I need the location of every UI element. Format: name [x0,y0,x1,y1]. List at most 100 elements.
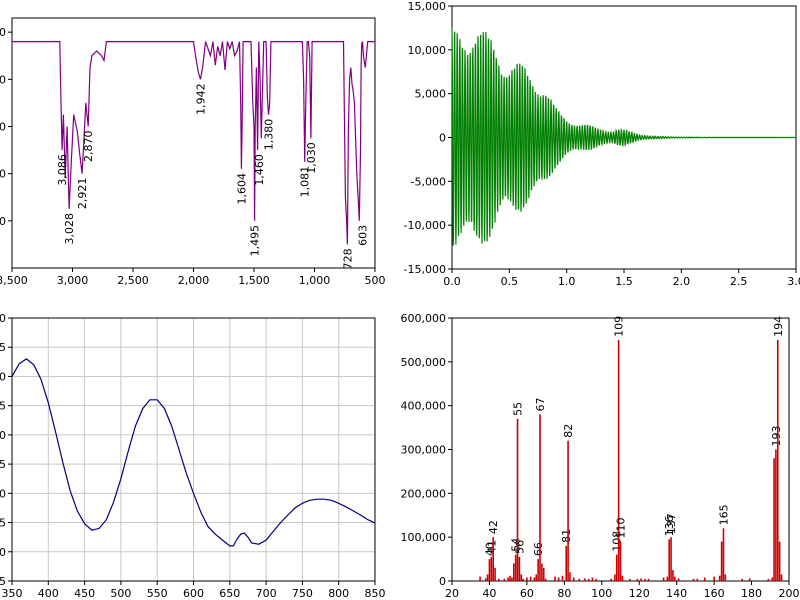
y-tick-label: .55 [0,458,6,471]
mass-spectrum-chart: 20 40 60 80 100 120 140 160 180 200 0 100,000 200,00… [401,312,800,600]
x-tick-label: 3,000 [57,274,89,287]
y-tick-label: .75 [0,341,6,354]
x-tick-label: 700 [256,587,277,600]
peak-label: 1,604 [235,173,248,205]
x-tick-label: 2.5 [730,275,748,288]
mass-peak-label: 82 [562,424,575,438]
x-tick-label: 850 [365,587,386,600]
y-tick-label: .60 [0,429,6,442]
mass-peak-label: 55 [512,402,525,416]
peak-label: 1,380 [263,119,276,151]
mass-peak-label: 194 [772,316,785,337]
y-tick-label: -15,000 [404,263,446,276]
x-tick-label: 650 [219,587,240,600]
x-tick-label: 500 [365,274,386,287]
x-tick-label: 2.0 [673,275,691,288]
y-tick-label: 60 [0,120,6,133]
x-tick-label: 180 [741,587,762,600]
y-tick-label: 10,000 [408,44,447,57]
peak-label: 1,460 [253,154,266,186]
x-tick-label: 750 [292,587,313,600]
absorbance-line [11,358,376,547]
mass-peak-label: 110 [615,518,628,539]
x-tick-label: 1,500 [238,274,270,287]
y-tick-label: 600,000 [401,312,447,325]
x-tick-label: 120 [629,587,650,600]
y-tick-label: 500,000 [401,356,447,369]
y-tick-label: .65 [0,400,6,413]
peak-label: 3,028 [63,213,76,245]
y-tick-label: .50 [0,487,6,500]
x-tick-label: 200 [779,587,800,600]
x-tick-label: 100 [591,587,612,600]
x-tick-label: 1.5 [615,275,633,288]
mass-peak-label: 66 [532,542,545,556]
x-tick-label: 600 [183,587,204,600]
y-tick-label: -5,000 [411,175,446,188]
fid-signal-line [451,27,796,246]
mass-peak-label: 137 [665,513,678,534]
x-tick-label: 1.0 [558,275,576,288]
y-tick-label: 15,000 [408,0,447,13]
x-tick-label: 3.0 [787,275,800,288]
peak-label: 1,942 [195,83,208,115]
x-tick-label: 60 [520,587,534,600]
x-tick-label: 1,000 [299,274,331,287]
x-tick-label: 350 [2,587,23,600]
y-tick-label: 80 [0,73,6,86]
peak-label: 3,086 [56,154,69,186]
fid-chart: 0.0 0.5 1.0 1.5 2.0 2.5 3.0 -15,000 -10,000 -5,00… [404,0,800,288]
x-tick-label: 160 [704,587,725,600]
y-tick-label: 100 [0,26,6,39]
uv-vis-chart: 350 400 450 500 550 600 650 700 750 800 850 .35 .40.… [0,312,386,600]
x-tick-label: 40 [482,587,496,600]
mass-peak-label: 81 [560,529,573,543]
x-tick-label: 140 [666,587,687,600]
y-tick-label: 20 [0,215,6,228]
y-tick-label: 40 [0,168,6,181]
mass-peak-label: 41 [485,540,498,554]
x-tick-label: 80 [557,587,571,600]
peak-label: 1,030 [305,142,318,174]
x-tick-label: 2,000 [178,274,210,287]
x-tick-label: 450 [74,587,95,600]
mass-peak-label: 67 [534,397,547,411]
y-tick-label: 0 [439,575,446,588]
y-tick-label: .70 [0,370,6,383]
y-tick-label: 5,000 [415,88,447,101]
y-tick-label: 0 [439,132,446,145]
ir-spectrum-chart: 3,500 3,000 2,500 2,000 1,500 1,000 500 20 40 60 8… [0,17,386,287]
x-tick-label: 2,500 [117,274,149,287]
peak-label: 2,921 [76,178,89,210]
mass-peak-label: 56 [513,540,526,554]
mass-peak-label: 193 [770,426,783,447]
x-tick-label: 20 [445,587,459,600]
y-tick-label: 200,000 [401,487,447,500]
x-tick-label: 0.0 [443,275,461,288]
mass-peak-label: 165 [717,504,730,525]
peak-label: 603 [357,225,370,246]
peak-label: 1,495 [249,225,262,257]
y-tick-label: 100,000 [401,531,447,544]
x-tick-label: 400 [38,587,59,600]
y-tick-label: .35 [0,575,6,588]
peak-label: 1,081 [299,166,312,198]
peak-label: 728 [341,248,354,269]
x-tick-label: 800 [328,587,349,600]
y-tick-label: .80 [0,312,6,325]
y-tick-label: 400,000 [401,400,447,413]
mass-peak-label: 109 [613,316,626,337]
x-tick-label: 500 [110,587,131,600]
y-tick-label: .40 [0,546,6,559]
ir-spectrum-line [12,40,375,245]
mass-peak-label: 136 [663,515,676,536]
x-tick-label: 550 [147,587,168,600]
x-tick-label: 0.5 [501,275,519,288]
peak-label: 2,870 [82,130,95,162]
y-tick-label: 300,000 [401,444,447,457]
x-tick-label: 3,500 [0,274,28,287]
mass-peak-label: 42 [487,520,500,534]
y-tick-label: -10,000 [404,219,446,232]
mass-peak-label: 54 [510,538,523,552]
